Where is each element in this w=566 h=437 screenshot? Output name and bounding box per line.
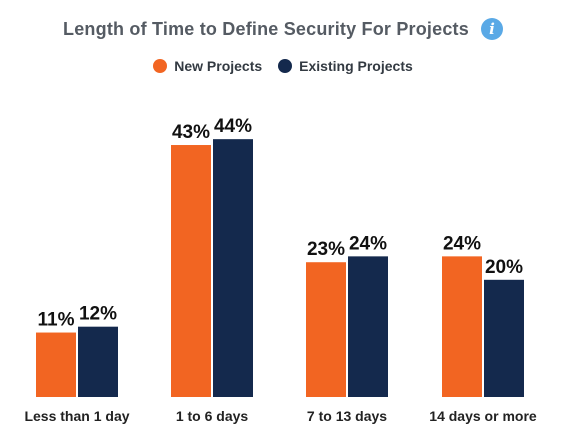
legend-label-existing-projects: Existing Projects: [299, 58, 413, 74]
bar-existing-projects-7-to-13-days[interactable]: [348, 256, 388, 397]
bar-new-projects-1-to-6-days[interactable]: [171, 145, 211, 397]
data-label-new-projects-7-to-13-days: 23%: [307, 239, 345, 260]
category-label-1-to-6-days: 1 to 6 days: [176, 408, 249, 424]
legend: New Projects Existing Projects: [0, 58, 566, 74]
bar-existing-projects-less-than-1-day[interactable]: [78, 326, 118, 397]
info-icon[interactable]: i: [480, 18, 503, 40]
data-label-new-projects-1-to-6-days: 43%: [172, 122, 210, 143]
legend-item-new-projects[interactable]: New Projects: [153, 58, 262, 74]
data-label-existing-projects-1-to-6-days: 44%: [214, 116, 252, 137]
title-row: Length of Time to Define Security For Pr…: [0, 18, 566, 40]
category-label-14-days-or-more: 14 days or more: [429, 408, 537, 424]
data-label-existing-projects-less-than-1-day: 12%: [79, 304, 117, 325]
bar-existing-projects-14-days-or-more[interactable]: [484, 279, 524, 397]
legend-item-existing-projects[interactable]: Existing Projects: [278, 58, 413, 74]
chart-title: Length of Time to Define Security For Pr…: [63, 18, 469, 39]
legend-swatch-existing-projects: [278, 59, 293, 73]
bar-existing-projects-1-to-6-days[interactable]: [213, 139, 253, 397]
category-label-less-than-1-day: Less than 1 day: [24, 408, 129, 424]
data-label-existing-projects-7-to-13-days: 24%: [349, 233, 387, 254]
legend-label-new-projects: New Projects: [174, 58, 263, 74]
data-label-new-projects-14-days-or-more: 24%: [443, 233, 481, 254]
data-label-new-projects-less-than-1-day: 11%: [38, 310, 75, 331]
category-label-7-to-13-days: 7 to 13 days: [307, 408, 387, 424]
bar-new-projects-7-to-13-days[interactable]: [306, 262, 346, 397]
legend-swatch-new-projects: [153, 59, 168, 73]
bar-new-projects-less-than-1-day[interactable]: [36, 332, 76, 397]
data-label-existing-projects-14-days-or-more: 20%: [485, 257, 523, 278]
bar-new-projects-14-days-or-more[interactable]: [442, 256, 482, 397]
